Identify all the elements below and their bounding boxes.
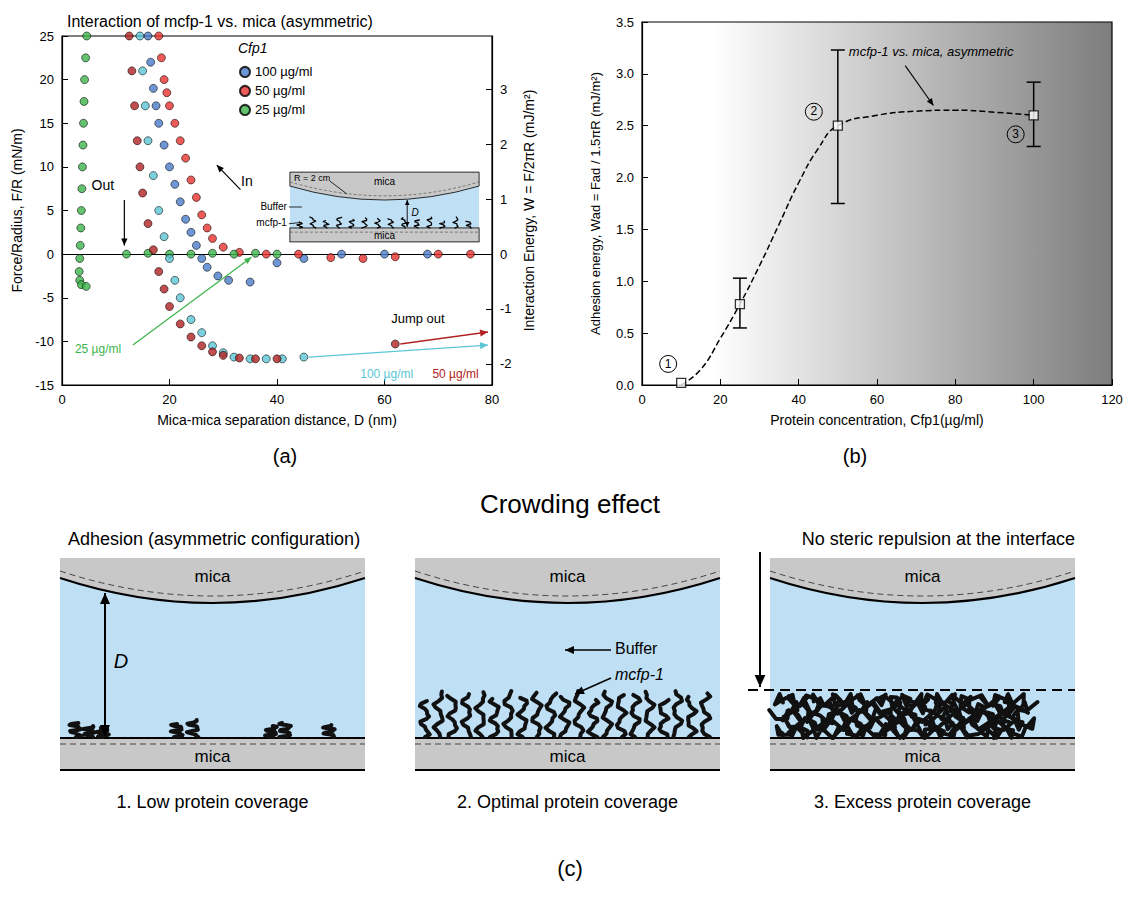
- svg-text:5: 5: [47, 203, 54, 218]
- svg-text:50 µg/ml: 50 µg/ml: [255, 83, 305, 98]
- svg-text:2.5: 2.5: [616, 118, 634, 133]
- svg-text:100 µg/ml: 100 µg/ml: [255, 64, 312, 79]
- svg-text:-15: -15: [35, 378, 54, 393]
- svg-text:D: D: [114, 650, 128, 672]
- svg-text:Interaction Energy, W = F/2πR: Interaction Energy, W = F/2πR (mJ/m²): [521, 90, 537, 332]
- svg-text:3.0: 3.0: [616, 66, 634, 81]
- svg-text:Buffer: Buffer: [260, 201, 287, 212]
- svg-text:0: 0: [500, 247, 507, 262]
- svg-text:25 µg/ml: 25 µg/ml: [75, 342, 121, 356]
- svg-text:R = 2 cm: R = 2 cm: [294, 173, 330, 183]
- svg-text:mcfp-1: mcfp-1: [256, 217, 287, 228]
- svg-text:0: 0: [58, 392, 65, 407]
- svg-text:3: 3: [500, 82, 507, 97]
- svg-text:0: 0: [47, 247, 54, 262]
- svg-text:0.5: 0.5: [616, 326, 634, 341]
- svg-text:2: 2: [500, 137, 507, 152]
- svg-text:3.5: 3.5: [616, 15, 634, 30]
- svg-text:-2: -2: [500, 356, 512, 371]
- svg-text:40: 40: [270, 392, 284, 407]
- svg-text:mcfp-1: mcfp-1: [615, 666, 664, 683]
- svg-text:mica: mica: [195, 567, 231, 586]
- svg-text:80: 80: [485, 392, 499, 407]
- svg-text:20: 20: [713, 392, 727, 407]
- svg-text:100: 100: [1023, 392, 1045, 407]
- svg-text:1. Low protein coverage: 1. Low protein coverage: [116, 792, 308, 812]
- svg-text:In: In: [241, 173, 253, 189]
- svg-text:(c): (c): [557, 856, 583, 881]
- svg-text:Cfp1: Cfp1: [238, 40, 268, 56]
- svg-text:Buffer: Buffer: [615, 640, 658, 657]
- svg-text:Adhesion energy, Wad = Fad / 1: Adhesion energy, Wad = Fad / 1.5πR (mJ/m…: [588, 72, 603, 335]
- svg-text:mcfp-1 vs. mica, asymmetric: mcfp-1 vs. mica, asymmetric: [849, 44, 1014, 59]
- svg-text:60: 60: [377, 392, 391, 407]
- svg-text:Out: Out: [92, 177, 115, 193]
- svg-text:Adhesion (asymmetric configura: Adhesion (asymmetric configuration): [68, 529, 360, 549]
- svg-text:3. Excess protein coverage: 3. Excess protein coverage: [814, 792, 1031, 812]
- svg-text:mica: mica: [374, 176, 396, 187]
- svg-text:2.0: 2.0: [616, 170, 634, 185]
- svg-text:(a): (a): [273, 445, 297, 467]
- svg-text:25: 25: [40, 29, 54, 44]
- svg-text:-1: -1: [500, 301, 512, 316]
- svg-text:20: 20: [162, 392, 176, 407]
- svg-text:mica: mica: [195, 747, 231, 766]
- svg-text:mica: mica: [905, 747, 941, 766]
- svg-text:1: 1: [500, 192, 507, 207]
- svg-text:mica: mica: [550, 747, 586, 766]
- svg-text:Mica-mica separation distance,: Mica-mica separation distance, D (nm): [157, 412, 397, 428]
- svg-text:0.0: 0.0: [616, 378, 634, 393]
- svg-text:15: 15: [40, 116, 54, 131]
- svg-text:60: 60: [870, 392, 884, 407]
- svg-text:mica: mica: [374, 230, 396, 241]
- svg-text:Crowding effect: Crowding effect: [480, 489, 661, 519]
- svg-text:80: 80: [948, 392, 962, 407]
- svg-text:mica: mica: [905, 567, 941, 586]
- svg-text:40: 40: [791, 392, 805, 407]
- svg-text:Force/Radius, F/R (mN/m): Force/Radius, F/R (mN/m): [9, 128, 25, 292]
- svg-text:(b): (b): [843, 445, 867, 467]
- svg-text:1.0: 1.0: [616, 274, 634, 289]
- svg-text:1.5: 1.5: [616, 222, 634, 237]
- svg-text:20: 20: [40, 72, 54, 87]
- svg-text:3: 3: [1012, 127, 1019, 141]
- svg-text:25 µg/ml: 25 µg/ml: [255, 102, 305, 117]
- svg-text:10: 10: [40, 159, 54, 174]
- svg-text:-10: -10: [35, 334, 54, 349]
- svg-text:50 µg/ml: 50 µg/ml: [432, 367, 478, 381]
- svg-text:Protein concentration, Cfp1(µg: Protein concentration, Cfp1(µg/ml): [770, 412, 984, 428]
- svg-text:-5: -5: [42, 290, 54, 305]
- svg-text:mica: mica: [550, 567, 586, 586]
- svg-text:Jump out: Jump out: [391, 311, 445, 326]
- svg-text:D: D: [412, 207, 419, 218]
- svg-text:2: 2: [810, 104, 817, 118]
- svg-text:No steric repulsion at the int: No steric repulsion at the interface: [802, 529, 1075, 549]
- svg-text:0: 0: [638, 392, 645, 407]
- svg-text:2. Optimal protein coverage: 2. Optimal protein coverage: [457, 792, 678, 812]
- svg-text:1: 1: [665, 357, 672, 371]
- svg-text:100 µg/ml: 100 µg/ml: [360, 367, 413, 381]
- svg-text:Interaction of mcfp-1 vs. mica: Interaction of mcfp-1 vs. mica (asymmetr…: [67, 13, 373, 30]
- svg-text:120: 120: [1101, 392, 1123, 407]
